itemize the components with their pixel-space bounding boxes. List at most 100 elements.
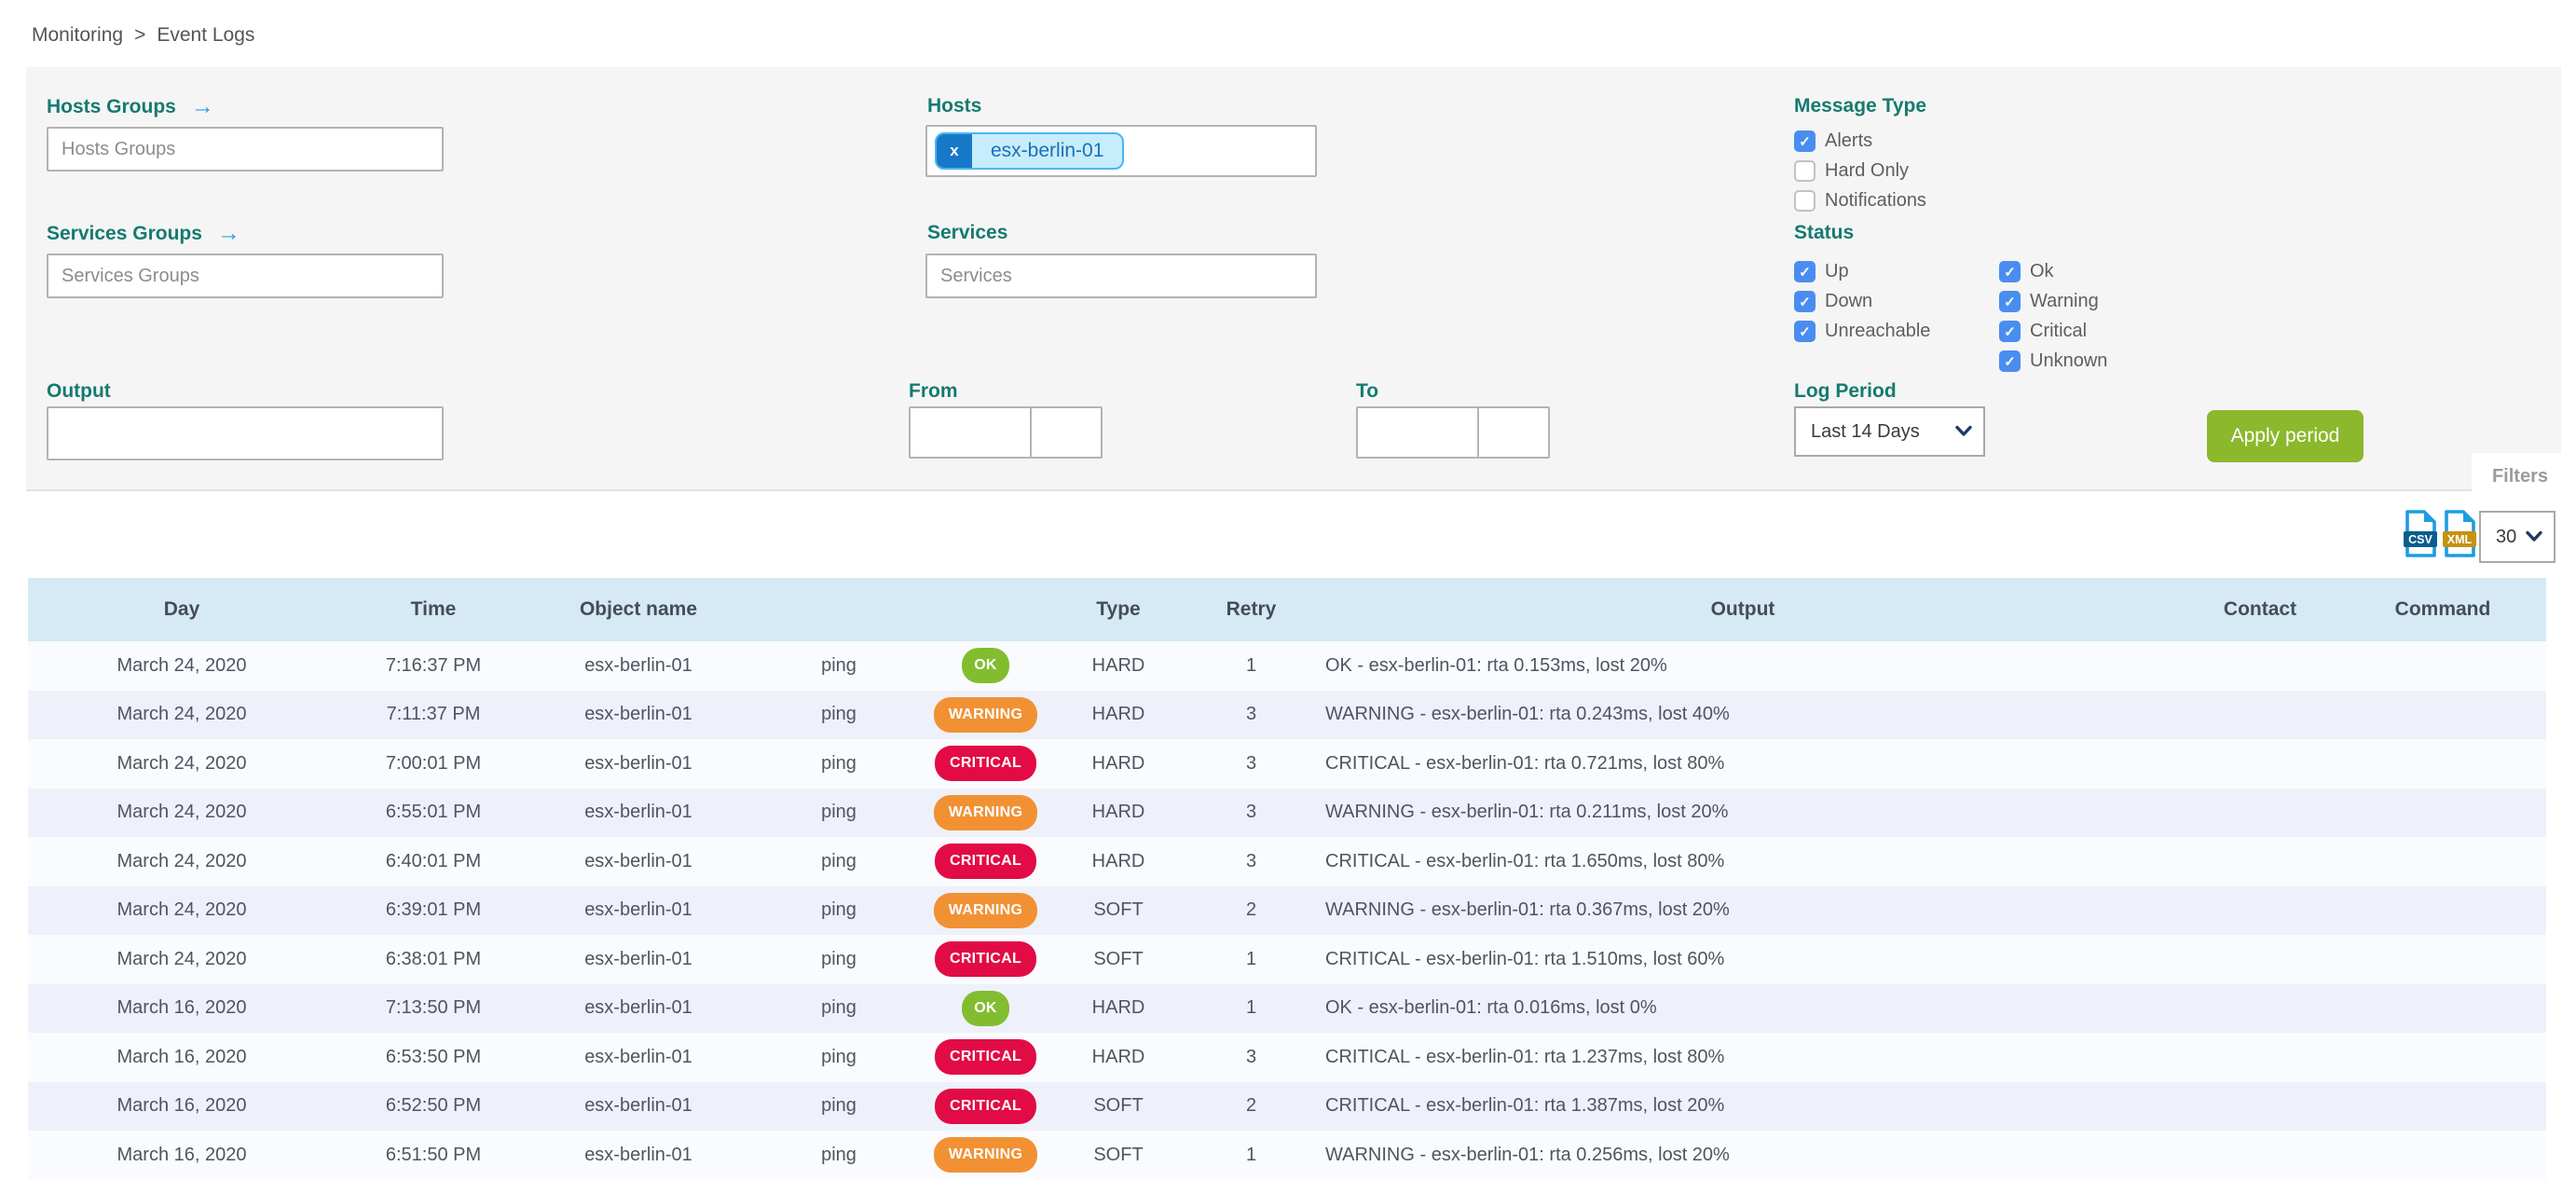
checkbox-ok[interactable]: ✓ Ok bbox=[1999, 257, 2107, 286]
type-cell: HARD bbox=[1091, 802, 1145, 823]
checkbox-label: Critical bbox=[2030, 321, 2088, 341]
services-groups-label: Services Groups → bbox=[47, 220, 240, 246]
checked-checkbox-icon[interactable]: ✓ bbox=[1999, 350, 2021, 372]
breadcrumb: Monitoring > Event Logs bbox=[32, 24, 254, 47]
page-size-select[interactable]: 30 bbox=[2479, 511, 2555, 563]
object-name-cell: esx-berlin-01 bbox=[584, 899, 692, 921]
services-input[interactable] bbox=[925, 254, 1317, 298]
filter-panel: Hosts Groups → Services Groups → Output … bbox=[26, 67, 2569, 501]
object-name-cell: esx-berlin-01 bbox=[584, 1046, 692, 1067]
retry-cell: 3 bbox=[1245, 802, 1257, 823]
time-cell: 6:55:01 PM bbox=[385, 802, 482, 823]
to-time-input[interactable] bbox=[1477, 406, 1550, 459]
status-cell: CRITICAL bbox=[932, 739, 1039, 789]
svg-text:CSV: CSV bbox=[2408, 533, 2432, 546]
hosts-label: Hosts bbox=[927, 95, 982, 117]
time-cell: 6:53:50 PM bbox=[385, 1046, 482, 1067]
svg-text:XML: XML bbox=[2447, 533, 2473, 546]
checkbox-unreachable[interactable]: ✓ Unreachable bbox=[1794, 317, 1930, 346]
checkbox-critical[interactable]: ✓ Critical bbox=[1999, 317, 2107, 346]
checked-checkbox-icon[interactable]: ✓ bbox=[1999, 261, 2021, 282]
table-row: March 24, 2020 7:16:37 PM esx-berlin-01 pin… bbox=[28, 641, 2546, 691]
status-badge: WARNING bbox=[933, 794, 1038, 830]
breadcrumb-monitoring[interactable]: Monitoring bbox=[32, 24, 124, 46]
checked-checkbox-icon[interactable]: ✓ bbox=[1794, 291, 1816, 312]
chevron-down-icon bbox=[2526, 527, 2542, 548]
command-cell bbox=[2339, 739, 2546, 789]
checked-checkbox-icon[interactable]: ✓ bbox=[1794, 321, 1816, 342]
output-input[interactable] bbox=[47, 406, 444, 460]
from-date-input[interactable] bbox=[909, 406, 1032, 459]
chip-remove-icon[interactable]: x bbox=[937, 134, 972, 168]
hosts-input[interactable]: x esx-berlin-01 bbox=[925, 125, 1317, 177]
day-cell: March 24, 2020 bbox=[116, 654, 247, 676]
service-cell: ping bbox=[821, 654, 856, 676]
time-cell: 7:11:37 PM bbox=[386, 704, 481, 725]
type-cell: HARD bbox=[1091, 752, 1145, 774]
checkbox-warning[interactable]: ✓ Warning bbox=[1999, 287, 2107, 316]
retry-cell: 3 bbox=[1245, 704, 1257, 725]
checked-checkbox-icon[interactable]: ✓ bbox=[1794, 261, 1816, 282]
filters-tab[interactable]: Filters bbox=[2471, 453, 2569, 501]
column-header-object-name: Object name bbox=[531, 578, 746, 641]
checkbox-up[interactable]: ✓ Up bbox=[1794, 257, 1930, 286]
checked-checkbox-icon[interactable]: ✓ bbox=[1999, 291, 2021, 312]
output-cell: CRITICAL - esx-berlin-01: rta 0.721ms, l… bbox=[1325, 752, 1725, 774]
from-time-input[interactable] bbox=[1030, 406, 1103, 459]
contact-cell bbox=[2181, 1082, 2339, 1132]
contact-cell bbox=[2181, 984, 2339, 1034]
retry-cell: 1 bbox=[1245, 997, 1257, 1019]
output-cell: CRITICAL - esx-berlin-01: rta 1.237ms, l… bbox=[1325, 1046, 1725, 1067]
checkbox-down[interactable]: ✓ Down bbox=[1794, 287, 1930, 316]
table-row: March 16, 2020 6:51:50 PM esx-berlin-01 pin… bbox=[28, 1131, 2546, 1180]
retry-cell: 3 bbox=[1245, 1046, 1257, 1067]
chevron-down-icon bbox=[1955, 421, 1972, 443]
output-cell: WARNING - esx-berlin-01: rta 0.367ms, lo… bbox=[1325, 899, 1730, 921]
status-label: Status bbox=[1794, 222, 1855, 243]
day-cell: March 24, 2020 bbox=[116, 850, 247, 871]
service-cell: ping bbox=[821, 752, 856, 774]
day-cell: March 24, 2020 bbox=[116, 752, 247, 774]
unchecked-checkbox-icon[interactable] bbox=[1794, 160, 1816, 182]
table-header-row: Day Time Object name Type Retry Output Contact… bbox=[28, 578, 2546, 641]
log-period-select[interactable]: Last 14 Days bbox=[1794, 406, 1985, 457]
checkbox-notifications[interactable]: Notifications bbox=[1794, 186, 1926, 215]
command-cell bbox=[2339, 1131, 2546, 1180]
output-label: Output bbox=[47, 380, 111, 402]
status-cell: WARNING bbox=[932, 886, 1039, 936]
contact-cell bbox=[2181, 935, 2339, 984]
to-date-input[interactable] bbox=[1356, 406, 1479, 459]
host-chip: x esx-berlin-01 bbox=[935, 132, 1125, 170]
to-label: To bbox=[1356, 380, 1379, 402]
hosts-groups-input[interactable] bbox=[47, 127, 444, 172]
day-cell: March 16, 2020 bbox=[116, 1144, 247, 1165]
service-cell: ping bbox=[821, 850, 856, 871]
checkbox-alerts[interactable]: ✓ Alerts bbox=[1794, 127, 1926, 156]
checkbox-label: Unreachable bbox=[1825, 321, 1931, 341]
chip-label: esx-berlin-01 bbox=[991, 140, 1104, 161]
services-groups-arrow-icon[interactable]: → bbox=[216, 220, 240, 246]
export-csv-icon[interactable]: CSV bbox=[2403, 509, 2438, 563]
checked-checkbox-icon[interactable]: ✓ bbox=[1794, 130, 1816, 152]
hosts-groups-arrow-icon[interactable]: → bbox=[190, 93, 214, 119]
command-cell bbox=[2339, 641, 2546, 691]
checked-checkbox-icon[interactable]: ✓ bbox=[1999, 321, 2021, 342]
export-xml-icon[interactable]: XML bbox=[2442, 509, 2477, 563]
column-header-retry: Retry bbox=[1198, 578, 1305, 641]
retry-cell: 2 bbox=[1245, 899, 1257, 921]
contact-cell bbox=[2181, 1131, 2339, 1180]
column-header-day: Day bbox=[28, 578, 336, 641]
services-groups-input[interactable] bbox=[47, 254, 444, 298]
object-name-cell: esx-berlin-01 bbox=[584, 948, 692, 969]
object-name-cell: esx-berlin-01 bbox=[584, 654, 692, 676]
status-badge: CRITICAL bbox=[934, 844, 1037, 880]
checkbox-hard-only[interactable]: Hard Only bbox=[1794, 157, 1926, 185]
contact-cell bbox=[2181, 789, 2339, 838]
contact-cell bbox=[2181, 691, 2339, 740]
column-header-time: Time bbox=[336, 578, 531, 641]
day-cell: March 16, 2020 bbox=[116, 1095, 247, 1117]
service-cell: ping bbox=[821, 997, 856, 1019]
apply-period-button[interactable]: Apply period bbox=[2207, 410, 2364, 462]
checkbox-unknown[interactable]: ✓ Unknown bbox=[1999, 347, 2107, 376]
unchecked-checkbox-icon[interactable] bbox=[1794, 190, 1816, 212]
